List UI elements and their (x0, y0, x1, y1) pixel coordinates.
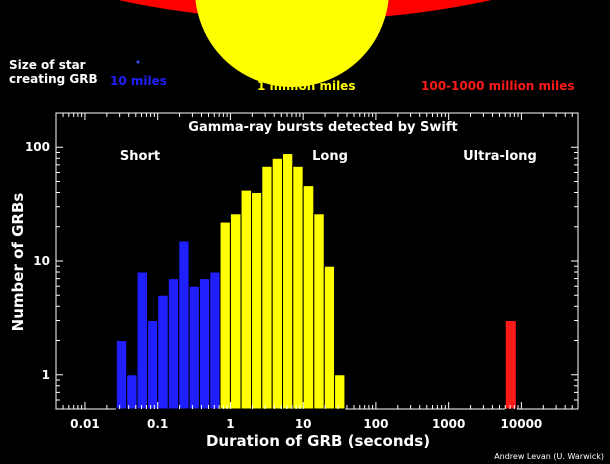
bar-short-6 (178, 240, 190, 410)
bar-short-5 (167, 278, 180, 410)
star-size-label-line1: Size of star (9, 58, 86, 72)
annotation-long: Long (312, 149, 348, 164)
bar-long-9 (313, 213, 325, 410)
x-tick-label: 10 (295, 417, 312, 431)
bar-long-6 (282, 153, 294, 410)
x-tick-label: 10000 (501, 417, 543, 431)
bar-long-3 (251, 192, 263, 410)
bar-long-11 (334, 374, 346, 410)
bar-short-4 (157, 294, 169, 410)
bar-short-3 (147, 319, 159, 410)
x-tick-label: 100 (363, 417, 388, 431)
bar-long-5 (271, 157, 284, 410)
bar-short-0 (115, 340, 128, 410)
bar-short-2 (136, 271, 149, 410)
y-tick-label: 10 (33, 254, 50, 268)
bar-ultra-long-0 (504, 319, 517, 410)
bar-long-7 (292, 165, 304, 410)
bar-long-1 (229, 213, 242, 410)
small-star-size: 10 miles (110, 74, 167, 88)
chart-title: Gamma-ray bursts detected by Swift (188, 120, 457, 135)
bar-long-2 (240, 189, 253, 410)
x-tick-label: 1 (226, 417, 234, 431)
annotation-ultra-long: Ultra-long (463, 149, 537, 164)
x-axis-label: Duration of GRB (seconds) (206, 432, 430, 450)
medium-star-disc (195, 0, 389, 87)
bar-long-0 (219, 221, 231, 410)
bar-short-1 (126, 374, 138, 410)
x-tick-label: 0.01 (70, 417, 100, 431)
star-size-label: Size of star creating GRB (9, 58, 98, 86)
bar-long-8 (302, 185, 315, 410)
bar-short-9 (209, 271, 221, 410)
x-tick-label: 1000 (432, 417, 465, 431)
bar-short-7 (188, 285, 200, 410)
x-tick-label: 0.1 (147, 417, 168, 431)
bar-long-4 (261, 165, 273, 410)
credit-text: Andrew Levan (U. Warwick) (494, 452, 604, 461)
bar-long-10 (323, 265, 336, 410)
y-axis-label: Number of GRBs (9, 193, 27, 332)
y-tick-label: 100 (25, 140, 50, 154)
medium-star-size: 1 million miles (257, 79, 356, 93)
bar-short-8 (198, 278, 211, 410)
chart-bars (115, 153, 517, 410)
y-tick-label: 1 (42, 368, 50, 382)
small-star-dot (136, 60, 140, 64)
star-size-label-line2: creating GRB (9, 72, 98, 86)
large-star-size: 100-1000 million miles (421, 79, 575, 93)
chart-ticks: 0.01 0.1 1 10 100 1000 10000 1 10 100 (25, 112, 579, 431)
annotation-short: Short (120, 149, 160, 164)
